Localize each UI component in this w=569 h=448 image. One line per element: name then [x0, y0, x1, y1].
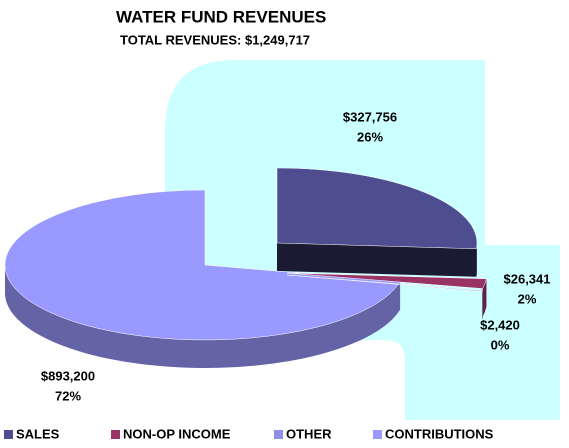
slice-side-shade: [476, 243, 478, 277]
slice-wall: [277, 243, 477, 277]
slice-side: [476, 243, 478, 277]
value-label: $327,756: [343, 109, 397, 124]
slice-side: [482, 290, 483, 320]
slice-side-shade: [5, 265, 401, 368]
legend-label: CONTRIBUTIONS: [385, 426, 494, 441]
slice: [286, 274, 484, 292]
legend-swatch: [4, 430, 13, 439]
value-label: $26,341: [504, 271, 551, 286]
slice-side-shade: [482, 278, 487, 317]
chart-subtitle: TOTAL REVENUES: $1,249,717: [120, 32, 310, 47]
legend-swatch: [111, 430, 120, 439]
legend-swatch: [373, 430, 382, 439]
background-shape: [405, 245, 560, 420]
value-label: $2,420: [480, 317, 520, 332]
slice-side: [5, 265, 401, 368]
legend-label: SALES: [16, 426, 60, 441]
slice: [286, 272, 487, 289]
percent-label: 26%: [357, 129, 383, 144]
slice-side: [482, 278, 487, 317]
percent-label: 0%: [491, 337, 510, 352]
legend-label: NON-OP INCOME: [123, 426, 231, 441]
slice: [276, 167, 478, 250]
percent-label: 72%: [55, 388, 81, 403]
slice-side-shade: [482, 290, 483, 320]
value-label: $893,200: [41, 368, 95, 383]
percent-label: 2%: [518, 291, 537, 306]
legend-swatch: [274, 430, 283, 439]
slice: [4, 189, 401, 341]
legend-label: OTHER: [286, 426, 332, 441]
chart-title: WATER FUND REVENUES: [116, 7, 326, 26]
